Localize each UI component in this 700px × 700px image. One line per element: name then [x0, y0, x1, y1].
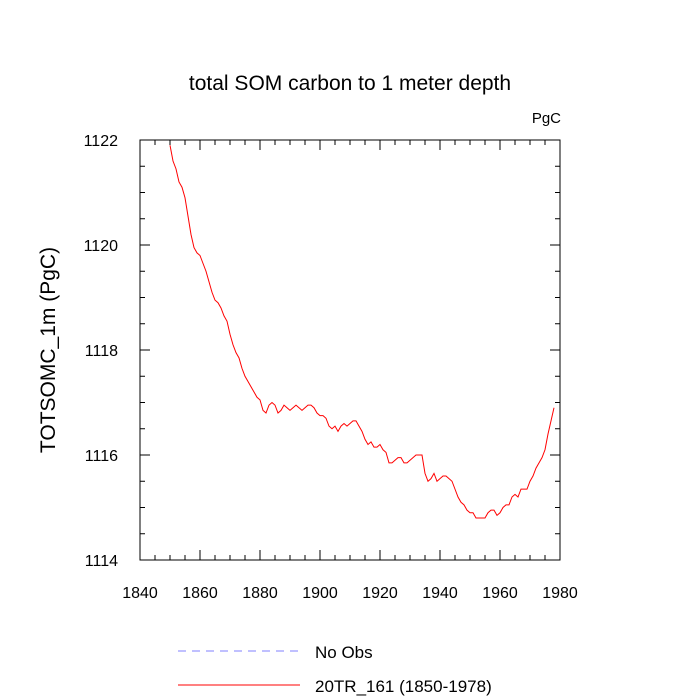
- chart-title: total SOM carbon to 1 meter depth: [189, 72, 511, 95]
- legend-label: No Obs: [315, 643, 373, 662]
- y-axis-label: TOTSOMC_1m (PgC): [37, 247, 60, 453]
- x-tick-label: 1880: [242, 585, 278, 602]
- units-label: PgC: [532, 110, 561, 127]
- y-tick-label: 1120: [84, 238, 119, 255]
- y-tick-label: 1116: [85, 448, 118, 465]
- x-tick-label: 1860: [182, 585, 218, 602]
- y-axis-tick-labels: 1114 1116 1118 1120 1122: [84, 133, 119, 570]
- y-axis-ticks: [140, 139, 560, 561]
- legend-label: 20TR_161 (1850-1978): [315, 677, 492, 696]
- x-axis-ticks: [139, 140, 561, 560]
- y-tick-label: 1114: [85, 553, 118, 570]
- x-tick-label: 1900: [302, 585, 338, 602]
- x-tick-label: 1960: [482, 585, 518, 602]
- x-axis-tick-labels: 1840 1860 1880 1900 1920 1940 1960 1980: [122, 585, 578, 602]
- series-line: [169, 145, 555, 519]
- x-tick-label: 1920: [362, 585, 398, 602]
- y-tick-label: 1118: [85, 343, 118, 360]
- x-tick-label: 1980: [542, 585, 578, 602]
- y-tick-label: 1122: [84, 133, 119, 150]
- x-tick-label: 1840: [122, 585, 158, 602]
- legend: No Obs 20TR_161 (1850-1978): [178, 643, 492, 696]
- series-lines: [169, 145, 555, 519]
- plot-frame: [139, 139, 561, 561]
- x-tick-label: 1940: [422, 585, 458, 602]
